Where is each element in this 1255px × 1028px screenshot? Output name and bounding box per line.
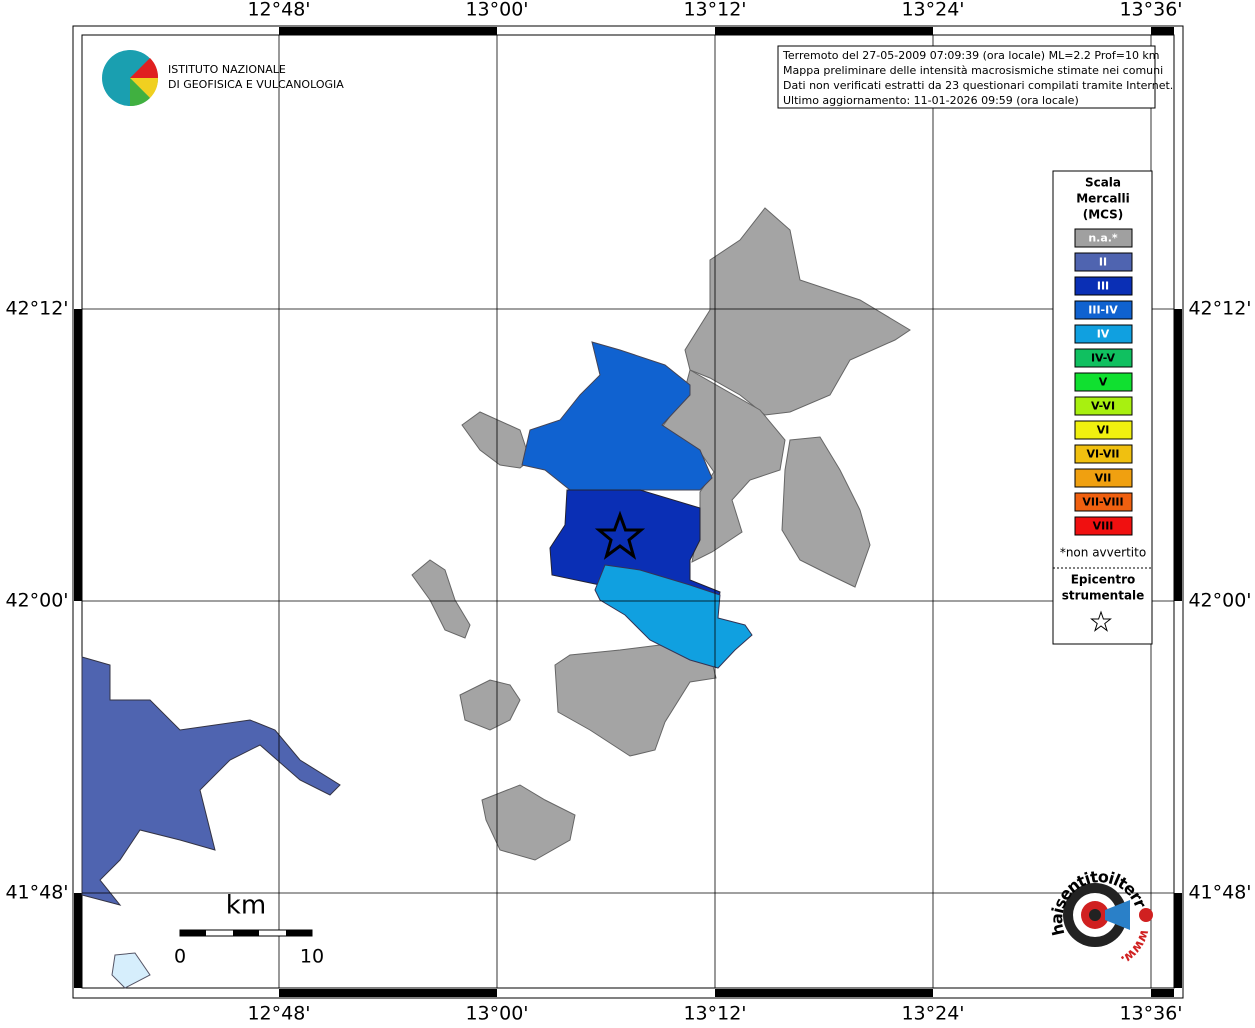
lon-label: 13°00' <box>465 0 528 21</box>
legend-swatch <box>1074 492 1133 512</box>
legend-title: Scala <box>1085 176 1121 190</box>
region <box>411 559 471 639</box>
region <box>111 952 151 989</box>
logo-sector <box>130 78 159 98</box>
scale-bar-seg <box>180 930 206 936</box>
lat-label: 42°12' <box>5 298 68 320</box>
lat-label: 42°12' <box>1188 298 1251 320</box>
institute-line: DI GEOFISICA E VULCANOLOGIA <box>168 78 344 91</box>
legend-label: VI-VII <box>1086 448 1119 461</box>
info-line: Ultimo aggiornamento: 11-01-2026 09:59 (… <box>783 94 1079 107</box>
frame-inner <box>81 34 1175 989</box>
lat-label: 41°48' <box>1188 882 1251 904</box>
scale-bar-seg <box>286 930 312 936</box>
scale-bar: km 0 10 <box>174 891 324 968</box>
legend-swatch <box>1074 348 1133 368</box>
legend-title: (MCS) <box>1083 208 1124 222</box>
regions <box>81 207 911 989</box>
scale-label: 0 <box>174 946 186 968</box>
lon-label: 13°24' <box>901 1003 964 1025</box>
lon-label: 13°24' <box>901 0 964 21</box>
region <box>594 564 753 669</box>
legend-epicenter: Epicentro <box>1071 573 1136 587</box>
legend-swatch <box>1074 228 1133 248</box>
info-text: Terremoto del 27-05-2009 07:09:39 (ora l… <box>782 49 1173 107</box>
legend-label: IV <box>1097 328 1110 341</box>
logo-sector <box>130 78 150 107</box>
frame-bar <box>1174 309 1182 601</box>
info-box <box>777 45 1156 109</box>
grid: 12°48' 12°48' 13°00' 13°00' 13°12' 13°12' 13°2… <box>5 0 1251 1025</box>
region <box>554 644 717 757</box>
info-line: Terremoto del 27-05-2009 07:09:39 (ora l… <box>782 49 1160 62</box>
region <box>459 679 521 731</box>
institute-line: ISTITUTO NAZIONALE <box>168 63 286 76</box>
legend-label: VII <box>1095 472 1112 485</box>
frame-bar <box>715 27 933 35</box>
frame-bar <box>1151 989 1174 997</box>
legend-label: n.a.* <box>1088 232 1118 245</box>
legend-label: VIII <box>1093 520 1114 533</box>
legend-label: III-IV <box>1088 304 1118 317</box>
legend-label: V <box>1099 376 1108 389</box>
legend-star <box>1090 610 1112 632</box>
legend-swatch <box>1074 516 1133 536</box>
lon-label: 13°12' <box>683 0 746 21</box>
logo-ring <box>1089 909 1101 921</box>
region <box>481 784 576 861</box>
frame-bar <box>74 309 82 601</box>
legend-epicenter: strumentale <box>1062 589 1145 603</box>
legend-swatch <box>1074 444 1133 464</box>
region <box>781 436 871 588</box>
legend-label: III <box>1097 280 1109 293</box>
frame-bar <box>279 27 497 35</box>
legend-title: Mercalli <box>1076 192 1130 206</box>
lat-label: 41°48' <box>5 882 68 904</box>
region <box>684 207 911 416</box>
legend-swatch <box>1074 324 1133 344</box>
frame-bar <box>74 893 82 988</box>
legend-label: VII-VIII <box>1082 496 1123 509</box>
legend-swatch <box>1074 420 1133 440</box>
legend-swatch <box>1074 372 1133 392</box>
epicenter-star <box>594 510 646 560</box>
legend-swatch <box>1074 396 1133 416</box>
lon-label: 13°00' <box>465 1003 528 1025</box>
legend-label: II <box>1099 256 1107 269</box>
legend-note: *non avvertito <box>1060 546 1146 560</box>
lon-label: 12°48' <box>247 0 310 21</box>
frame-outer <box>72 25 1184 999</box>
legend-label: IV-V <box>1091 352 1116 365</box>
lat-label: 42°00' <box>5 590 68 612</box>
scale-label: 10 <box>300 946 324 968</box>
legend-swatch <box>1074 276 1133 296</box>
legend-swatch <box>1074 252 1133 272</box>
frame-bar <box>715 989 933 997</box>
legend: ScalaMercalli(MCS)n.a.*IIIIIIII-IVIVIV-V… <box>1053 176 1152 632</box>
lon-label: 13°36' <box>1119 0 1182 21</box>
legend-label: V-VI <box>1091 400 1115 413</box>
ingv-logo: ISTITUTO NAZIONALE DI GEOFISICA E VULCAN… <box>102 50 344 107</box>
frame-bar <box>1151 27 1174 35</box>
logo-sector <box>130 58 159 78</box>
logo-dot <box>1139 908 1153 922</box>
lon-label: 13°36' <box>1119 1003 1182 1025</box>
lon-label: 13°12' <box>683 1003 746 1025</box>
logo-speaker <box>1105 900 1130 930</box>
scale-bar-seg <box>233 930 259 936</box>
lat-label: 42°00' <box>1188 590 1251 612</box>
legend-label: VI <box>1097 424 1110 437</box>
legend-swatch <box>1074 300 1133 320</box>
frame-bar <box>1174 893 1182 988</box>
info-line: Dati non verificati estratti da 23 quest… <box>783 79 1173 92</box>
frame <box>72 25 1184 999</box>
info-line: Mappa preliminare delle intensità macros… <box>783 64 1163 77</box>
legend-swatch <box>1074 468 1133 488</box>
frame-bar <box>279 989 497 997</box>
region <box>81 656 341 906</box>
lon-label: 12°48' <box>247 1003 310 1025</box>
region <box>521 341 713 491</box>
scale-unit: km <box>226 891 266 921</box>
